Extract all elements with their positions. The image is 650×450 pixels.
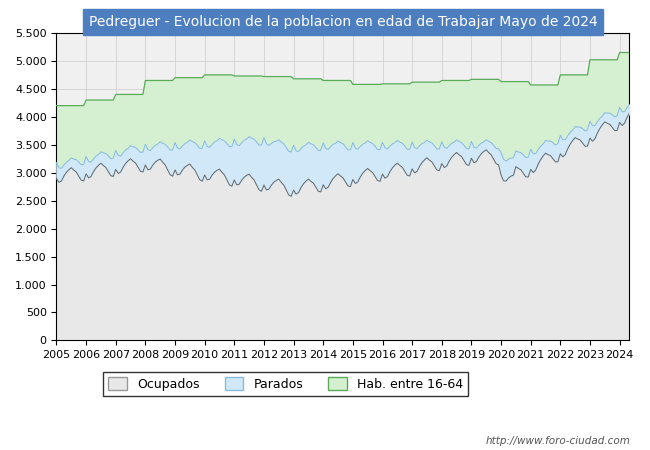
Legend: Ocupados, Parados, Hab. entre 16-64: Ocupados, Parados, Hab. entre 16-64 [103,372,468,396]
Text: http://www.foro-ciudad.com: http://www.foro-ciudad.com [486,436,630,446]
Title: Pedreguer - Evolucion de la poblacion en edad de Trabajar Mayo de 2024: Pedreguer - Evolucion de la poblacion en… [88,15,597,29]
